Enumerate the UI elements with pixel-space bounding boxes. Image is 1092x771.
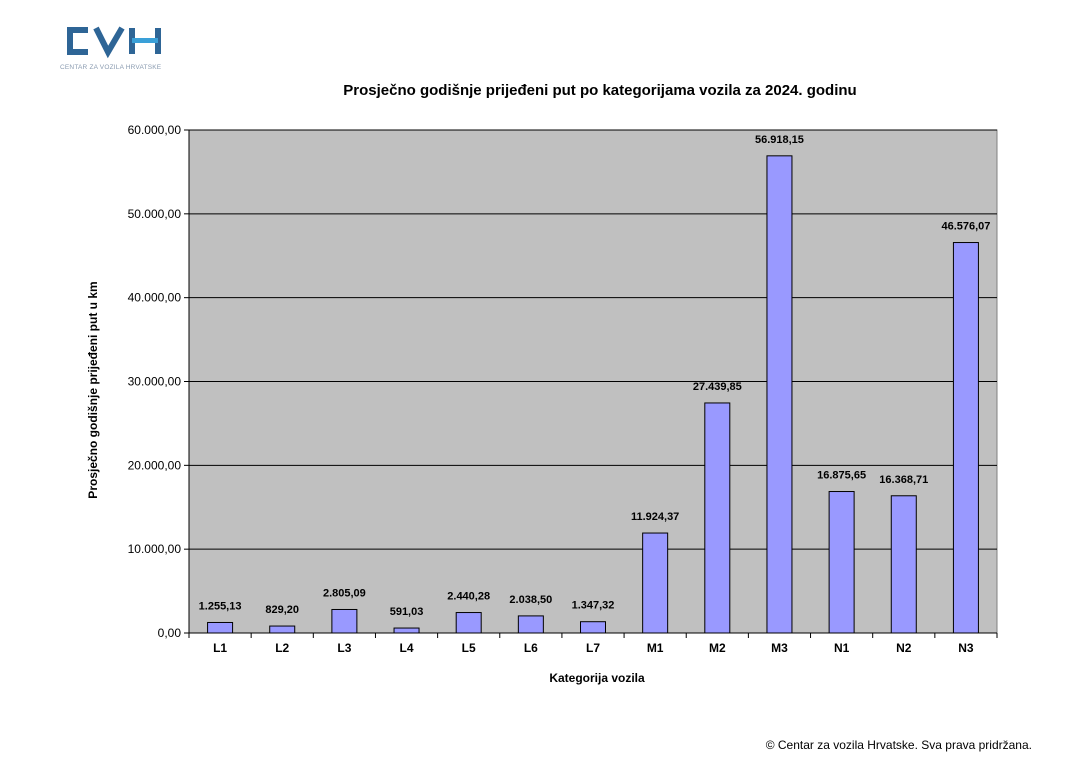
- x-axis: L1 L2 L3 L4 L5 L6 L7 M1 M2 M3 N1 N2 N3: [188, 632, 998, 655]
- value-label-l3: 2.805,09: [323, 587, 366, 599]
- bar-l1: [207, 621, 234, 634]
- x-tick-label-m2: M2: [709, 641, 726, 655]
- value-labels: 1.255,13 829,20 2.805,09 591,03 2.440,28 2.03…: [199, 134, 991, 618]
- value-label-l7: 1.347,32: [572, 600, 615, 612]
- value-label-l1: 1.255,13: [199, 600, 242, 612]
- bar-n3: [952, 242, 979, 634]
- x-tick-label-l2: L2: [275, 641, 289, 655]
- value-label-n1: 16.875,65: [817, 470, 866, 482]
- x-tick-label-l6: L6: [524, 641, 538, 655]
- bar-l6: [517, 615, 544, 634]
- logo-subtitle: CENTAR ZA VOZILA HRVATSKE: [60, 64, 162, 71]
- y-tick-label: 10.000,00: [128, 542, 182, 556]
- bar-m3: [766, 155, 793, 634]
- value-label-l2: 829,20: [265, 604, 299, 616]
- copyright-footer: © Centar za vozila Hrvatske. Sva prava p…: [765, 738, 1032, 752]
- bar-l7: [580, 621, 606, 634]
- bar-l2: [269, 625, 296, 634]
- bar-m1: [642, 532, 669, 634]
- y-axis-title: Prosječno godišnje prijeđeni put u km: [86, 281, 100, 498]
- y-tick-label: 40.000,00: [128, 291, 182, 305]
- value-label-m1: 11.924,37: [631, 511, 679, 523]
- value-label-l5: 2.440,28: [447, 591, 490, 603]
- x-tick-label-m1: M1: [647, 641, 664, 655]
- bar-m2: [704, 402, 731, 634]
- x-tick-label-l4: L4: [400, 641, 414, 655]
- x-tick-label-l7: L7: [586, 641, 600, 655]
- y-tick-label: 30.000,00: [128, 375, 182, 389]
- bar-l4: [393, 627, 420, 634]
- value-label-m3: 56.918,15: [755, 134, 804, 146]
- value-label-m2: 27.439,85: [693, 381, 742, 393]
- logo-accent-bar: [132, 38, 158, 43]
- bar-n2: [890, 495, 917, 634]
- y-tick-label: 60.000,00: [128, 123, 182, 137]
- value-label-l4: 591,03: [390, 606, 424, 618]
- chart-title: Prosječno godišnje prijeđeni put po kate…: [343, 82, 857, 99]
- bar-l3: [331, 608, 358, 634]
- bar-l5: [455, 612, 482, 634]
- value-label-l6: 2.038,50: [509, 594, 552, 606]
- x-axis-title: Kategorija vozila: [549, 671, 645, 685]
- x-tick-label-l1: L1: [213, 641, 227, 655]
- x-tick-label-n3: N3: [958, 641, 974, 655]
- y-axis: 0,00 10.000,00 20.000,00 30.000,00 40.000,00…: [128, 123, 190, 640]
- value-label-n2: 16.368,71: [879, 474, 928, 486]
- x-tick-label-l5: L5: [462, 641, 476, 655]
- value-label-n3: 46.576,07: [941, 221, 990, 233]
- y-tick-label: 20.000,00: [128, 458, 182, 472]
- bar-n1: [828, 491, 855, 634]
- x-tick-label-m3: M3: [771, 641, 788, 655]
- x-tick-label-l3: L3: [337, 641, 351, 655]
- x-tick-label-n2: N2: [896, 641, 912, 655]
- cvh-logo: [67, 26, 161, 59]
- y-tick-label: 0,00: [158, 626, 182, 640]
- y-tick-label: 50.000,00: [128, 207, 182, 221]
- gridlines: [189, 129, 997, 550]
- x-tick-label-n1: N1: [834, 641, 850, 655]
